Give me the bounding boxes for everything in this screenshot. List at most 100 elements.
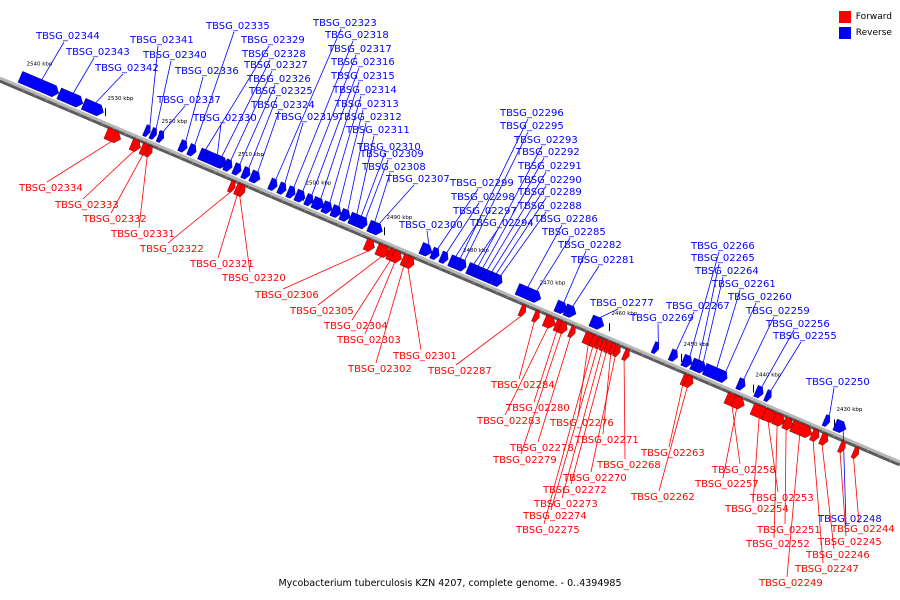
minor-tick (236, 179, 239, 184)
minor-tick (359, 232, 363, 236)
forward-gene-label: TBSG_02271 (574, 435, 639, 446)
leader-line (590, 356, 616, 473)
minor-tick (641, 352, 644, 356)
leader-line (205, 45, 270, 150)
reverse-gene-label: TBSG_02328 (241, 49, 306, 60)
minor-tick (224, 174, 228, 179)
minor-tick (731, 390, 734, 395)
minor-tick (337, 222, 340, 227)
leader-line (82, 151, 134, 200)
reverse-gene-arrow (56, 87, 84, 108)
reverse-gene-label: TBSG_02323 (312, 18, 377, 29)
forward-gene-label: TBSG_02280 (505, 403, 570, 414)
leader-line (767, 421, 779, 493)
minor-tick (427, 261, 430, 265)
leader-line (550, 348, 598, 511)
leader-line (543, 347, 593, 525)
forward-gene-label: TBSG_02258 (711, 465, 776, 476)
reverse-gene-label: TBSG_02267 (665, 301, 730, 312)
forward-gene-label: TBSG_02262 (630, 492, 695, 503)
forward-gene-arrow (517, 304, 527, 317)
leader-line (602, 354, 611, 435)
leader-line (407, 268, 422, 351)
leader-line (155, 60, 172, 129)
scale-label: 2500 kbp (306, 181, 332, 187)
leader-line (347, 122, 367, 211)
reverse-gene-arrow (320, 200, 333, 215)
reverse-gene-label: TBSG_02308 (361, 162, 426, 173)
reverse-gene-label: TBSG_02261 (711, 279, 776, 290)
scale-label: 2490 kbp (387, 215, 413, 221)
leader-line (676, 311, 695, 351)
leader-line (464, 131, 529, 261)
forward-gene-label: TBSG_02278 (509, 443, 574, 454)
leader-line (364, 262, 395, 335)
forward-gene-arrow (128, 138, 141, 152)
minor-tick (438, 266, 441, 270)
reverse-gene-arrow (248, 169, 261, 184)
forward-gene-label: TBSG_02331 (110, 229, 175, 240)
minor-tick (629, 347, 633, 352)
leader-line (163, 105, 186, 132)
reverse-gene-label: TBSG_02255 (772, 331, 837, 342)
minor-tick (449, 270, 453, 275)
reverse-gene-arrow (148, 127, 157, 140)
forward-gene-arrow (236, 184, 246, 198)
forward-gene-arrow (818, 432, 829, 446)
scale-label: 2470 kbp (540, 280, 566, 286)
reverse-gene-label: TBSG_02298 (450, 192, 515, 203)
leader-line (839, 452, 847, 537)
minor-tick (33, 93, 36, 97)
leader-line (275, 28, 342, 180)
leader-line (478, 145, 543, 266)
scale-label: 2440 kbp (756, 373, 782, 379)
reverse-gene-label: TBSG_02291 (517, 161, 582, 172)
scale-label: 2540 kbp (27, 62, 53, 68)
minor-tick (517, 299, 520, 304)
leader-line (504, 327, 548, 416)
reverse-gene-label: TBSG_02326 (246, 74, 311, 85)
reverse-gene-label: TBSG_02310 (356, 142, 421, 153)
minor-tick (697, 376, 700, 380)
minor-tick (674, 366, 678, 371)
forward-gene-label: TBSG_02270 (562, 473, 627, 484)
minor-tick (269, 194, 273, 198)
minor-tick (157, 146, 160, 150)
reverse-gene-arrow (525, 287, 542, 303)
leader-line (248, 96, 278, 169)
reverse-gene-arrow (553, 299, 568, 314)
leader-line (239, 196, 251, 273)
forward-gene-label: TBSG_02301 (392, 351, 457, 362)
leader-line (537, 337, 571, 443)
minor-tick (708, 381, 711, 385)
leader-line (773, 425, 778, 539)
leader-line (379, 184, 415, 224)
minor-tick (562, 318, 565, 323)
reverse-gene-arrow (429, 246, 440, 261)
forward-gene-arrow (404, 255, 415, 269)
gene-labels-layer: TBSG_02344 TBSG_02343 TBSG_02342 TBSG_02341… (18, 18, 895, 589)
gene-arrows-layer (17, 71, 860, 459)
reverse-gene-arrow (155, 130, 165, 143)
reverse-gene-arrow (753, 385, 764, 399)
leader-line (311, 67, 360, 195)
reverse-gene-label: TBSG_02292 (515, 147, 580, 158)
reverse-gene-label: TBSG_02285 (541, 227, 606, 238)
minor-tick (528, 304, 531, 308)
forward-gene-label: TBSG_02254 (724, 504, 789, 515)
leader-line (473, 228, 499, 265)
leader-line (491, 185, 547, 272)
minor-tick (753, 400, 756, 404)
minor-tick (416, 256, 419, 260)
minor-tick (607, 338, 610, 342)
minor-tick (292, 203, 295, 208)
legend-label-forward: Forward (855, 12, 892, 22)
forward-gene-arrow (531, 309, 540, 323)
reverse-gene-label: TBSG_02313 (334, 99, 399, 110)
reverse-gene-arrow (693, 359, 706, 374)
forward-gene-arrow (612, 344, 621, 358)
reverse-gene-label: TBSG_02314 (332, 85, 397, 96)
reverse-gene-arrow (310, 196, 325, 211)
minor-tick (742, 395, 745, 400)
